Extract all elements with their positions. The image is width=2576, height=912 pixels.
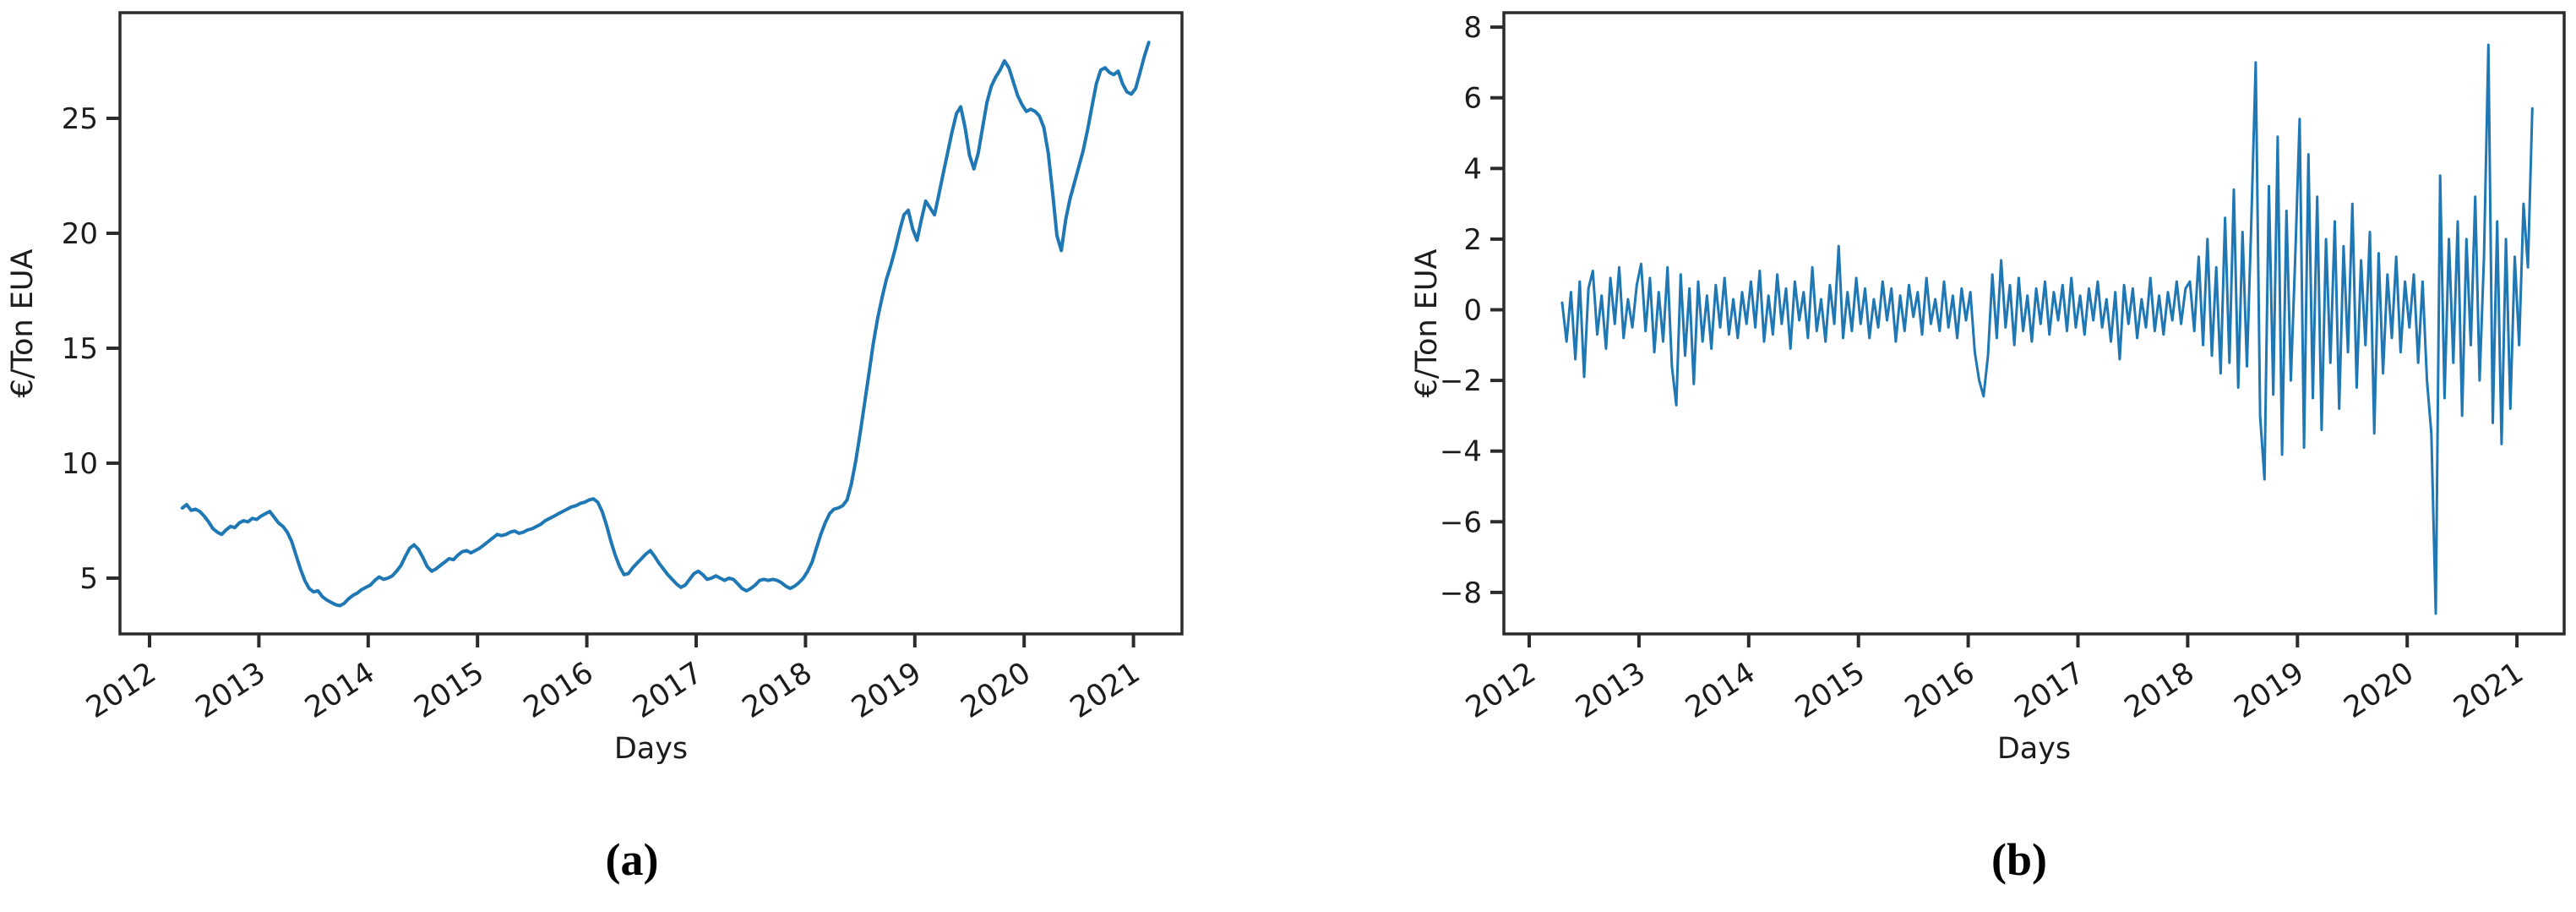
x-tick-label: 2018 [2119,656,2200,725]
y-tick-label: 2 [1463,223,1482,257]
x-axis-label: Days [614,732,688,766]
x-tick-label: 2018 [737,656,818,725]
plot-frame [118,11,1184,636]
x-tick-label: 2013 [190,656,271,725]
x-tick-label: 2017 [627,656,708,725]
x-axis-label: Days [1997,732,2071,766]
x-tick-label: 2013 [1570,656,1651,725]
y-tick-label: −4 [1440,435,1482,469]
y-tick-label: 10 [62,447,98,481]
y-tick-label: 8 [1463,11,1482,45]
chart-b-diff-plot: 2012 2013 2014 2015 2016 2017 2018 2019 2020 2021… [1410,11,2566,766]
y-tick-label: 5 [79,562,98,596]
eua-price-line [180,41,1151,608]
x-tick-label: 2021 [2448,656,2530,725]
x-tick-label: 2017 [2009,656,2090,725]
eua-diff-line [1560,43,2534,615]
x-tick-label: 2012 [1460,656,1541,725]
x-tick-label: 2016 [1899,656,1980,725]
x-tick-label: 2012 [80,656,161,725]
x-tick-label: 2020 [2339,656,2420,725]
y-tick-label: 0 [1463,294,1482,328]
x-tick-label: 2021 [1065,656,1146,725]
x-tick-label: 2020 [956,656,1037,725]
x-tick-label: 2015 [409,656,490,725]
y-tick-label: 25 [62,102,98,136]
caption-b: (b) [1991,834,2047,885]
y-tick-label: −6 [1440,505,1482,539]
caption-a: (a) [605,834,659,885]
x-tick-label: 2019 [2229,656,2310,725]
y-axis-label: €/Ton EUA [1410,248,1444,397]
y-tick-label: −2 [1440,364,1482,398]
x-tick-label: 2015 [1789,656,1871,725]
y-axis-label: €/Ton EUA [6,248,40,397]
y-tick-label: −8 [1440,576,1482,610]
y-tick-label: 6 [1463,82,1482,116]
plot-frame [1502,11,2566,636]
x-tick-label: 2019 [846,656,927,725]
y-tick-label: 20 [62,217,98,251]
x-tick-label: 2014 [1680,656,1761,725]
y-tick-label: 15 [62,332,98,366]
chart-a-price-plot: 2012 2013 2014 2015 2016 2017 2018 2019 2020 2021… [6,11,1184,766]
x-tick-label: 2014 [299,656,380,725]
x-tick-label: 2016 [518,656,599,725]
y-tick-label: 4 [1463,152,1482,186]
